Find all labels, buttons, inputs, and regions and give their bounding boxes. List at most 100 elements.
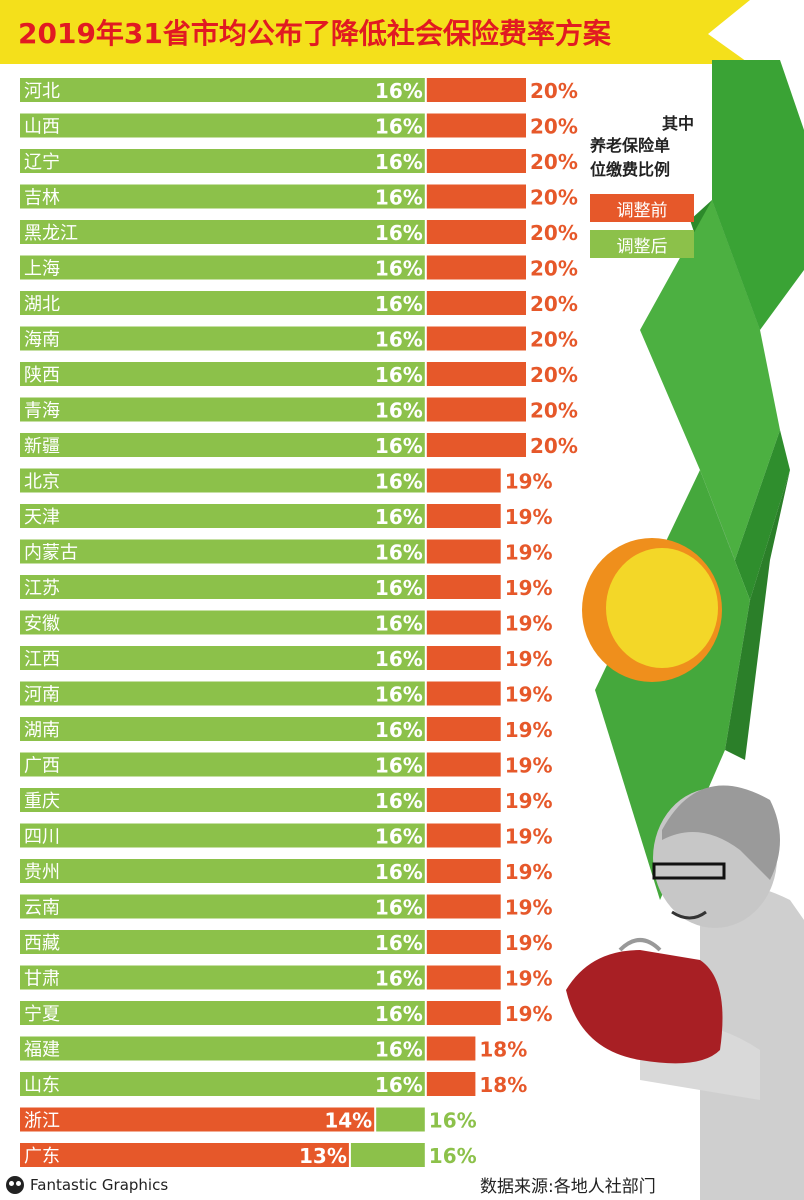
value-label-inner: 16% <box>375 612 423 636</box>
province-label: 四川 <box>24 827 60 848</box>
value-label-outer: 19% <box>505 860 553 884</box>
value-label-inner: 16% <box>375 896 423 920</box>
title-banner-shape <box>0 0 750 64</box>
value-label-outer: 16% <box>429 1109 477 1133</box>
bar-low-15 <box>20 610 425 635</box>
value-label-outer: 19% <box>505 896 553 920</box>
province-label: 河南 <box>24 685 60 706</box>
legend-before: 调整前 <box>590 194 694 222</box>
value-label-outer: 20% <box>530 257 578 281</box>
bar-high-2 <box>426 149 526 173</box>
bar-low-16 <box>20 646 425 670</box>
bar-low-2 <box>20 149 425 173</box>
value-label-outer: 19% <box>505 505 553 529</box>
legend-title-line-1: 其中 <box>661 114 694 133</box>
value-label-inner: 16% <box>375 1002 423 1026</box>
value-label-outer: 20% <box>530 115 578 139</box>
province-label: 贵州 <box>24 862 60 883</box>
province-label: 陕西 <box>24 365 60 386</box>
province-label: 山西 <box>24 117 60 138</box>
bar-low-7 <box>20 326 425 351</box>
bar-low-1 <box>20 113 425 138</box>
value-label-outer: 19% <box>505 931 553 955</box>
province-label: 海南 <box>24 330 60 351</box>
province-label: 上海 <box>24 259 60 280</box>
bar-low-12 <box>20 504 425 528</box>
value-label-outer: 18% <box>479 1073 527 1097</box>
data-source: 数据来源:各地人社部门 <box>480 1177 656 1197</box>
province-label: 湖南 <box>24 720 60 741</box>
value-label-outer: 18% <box>479 1038 527 1062</box>
value-label-outer: 16% <box>429 1144 477 1168</box>
bar-low-18 <box>20 717 425 741</box>
value-label-outer: 19% <box>505 683 553 707</box>
value-label-inner: 14% <box>324 1109 372 1133</box>
value-label-inner: 16% <box>375 541 423 565</box>
bar-low-17 <box>20 681 425 706</box>
chart-title: 2019年31省市均公布了降低社会保险费率方案 <box>18 17 611 50</box>
province-label: 福建 <box>24 1040 60 1061</box>
bar-high-15 <box>426 610 501 635</box>
red-purse-icon <box>566 938 723 1064</box>
value-label-inner: 16% <box>375 399 423 423</box>
province-label: 重庆 <box>24 791 60 812</box>
value-label-inner: 16% <box>375 115 423 139</box>
bar-high-9 <box>426 397 526 422</box>
province-label: 黑龙江 <box>24 223 78 244</box>
province-label: 江苏 <box>24 578 60 599</box>
province-label: 甘肃 <box>24 969 60 990</box>
bar-high-29 <box>376 1107 425 1132</box>
bar-low-3 <box>20 184 425 209</box>
bar-low-24 <box>20 930 425 954</box>
bar-high-11 <box>426 468 501 493</box>
value-label-inner: 16% <box>375 328 423 352</box>
bar-low-4 <box>20 220 425 244</box>
legend: 其中 养老保险单 位缴费比例 调整前 调整后 <box>590 110 700 258</box>
value-label-outer: 19% <box>505 576 553 600</box>
bar-high-20 <box>426 788 501 812</box>
bar-high-22 <box>426 859 501 883</box>
gold-coin-icon <box>582 538 722 682</box>
province-label: 江西 <box>24 649 60 670</box>
glasses-icon <box>652 862 726 880</box>
bar-high-18 <box>426 717 501 741</box>
brand-name: Fantastic Graphics <box>30 1176 169 1194</box>
value-label-inner: 16% <box>375 825 423 849</box>
value-label-inner: 16% <box>375 79 423 103</box>
value-label-inner: 16% <box>375 434 423 458</box>
value-label-inner: 13% <box>299 1144 347 1168</box>
bar-low-23 <box>20 894 425 919</box>
province-label: 北京 <box>24 472 60 493</box>
bar-high-1 <box>426 113 526 138</box>
panda-logo-icon <box>6 1176 24 1194</box>
value-label-inner: 16% <box>375 576 423 600</box>
value-label-outer: 19% <box>505 1002 553 1026</box>
bar-high-3 <box>426 184 526 209</box>
province-label: 广西 <box>24 756 60 777</box>
bar-low-5 <box>20 255 425 280</box>
bar-high-24 <box>426 930 501 954</box>
value-label-outer: 19% <box>505 718 553 742</box>
value-label-outer: 19% <box>505 825 553 849</box>
value-label-outer: 19% <box>505 647 553 671</box>
bar-low-19 <box>20 752 425 777</box>
bar-high-5 <box>426 255 526 280</box>
value-label-inner: 16% <box>375 647 423 671</box>
province-label: 吉林 <box>24 188 60 209</box>
bar-low-21 <box>20 823 425 848</box>
province-label: 浙江 <box>24 1111 60 1132</box>
brand-logo: Fantastic Graphics <box>6 1176 168 1194</box>
value-label-inner: 16% <box>375 967 423 991</box>
bar-high-8 <box>426 362 526 386</box>
province-label: 山东 <box>24 1075 60 1096</box>
value-label-inner: 16% <box>375 150 423 174</box>
bar-high-13 <box>426 539 501 564</box>
bar-low-11 <box>20 468 425 493</box>
value-label-inner: 16% <box>375 363 423 387</box>
bar-high-12 <box>426 504 501 528</box>
bar-low-14 <box>20 575 425 599</box>
bar-high-7 <box>426 326 526 351</box>
value-label-inner: 16% <box>375 505 423 529</box>
